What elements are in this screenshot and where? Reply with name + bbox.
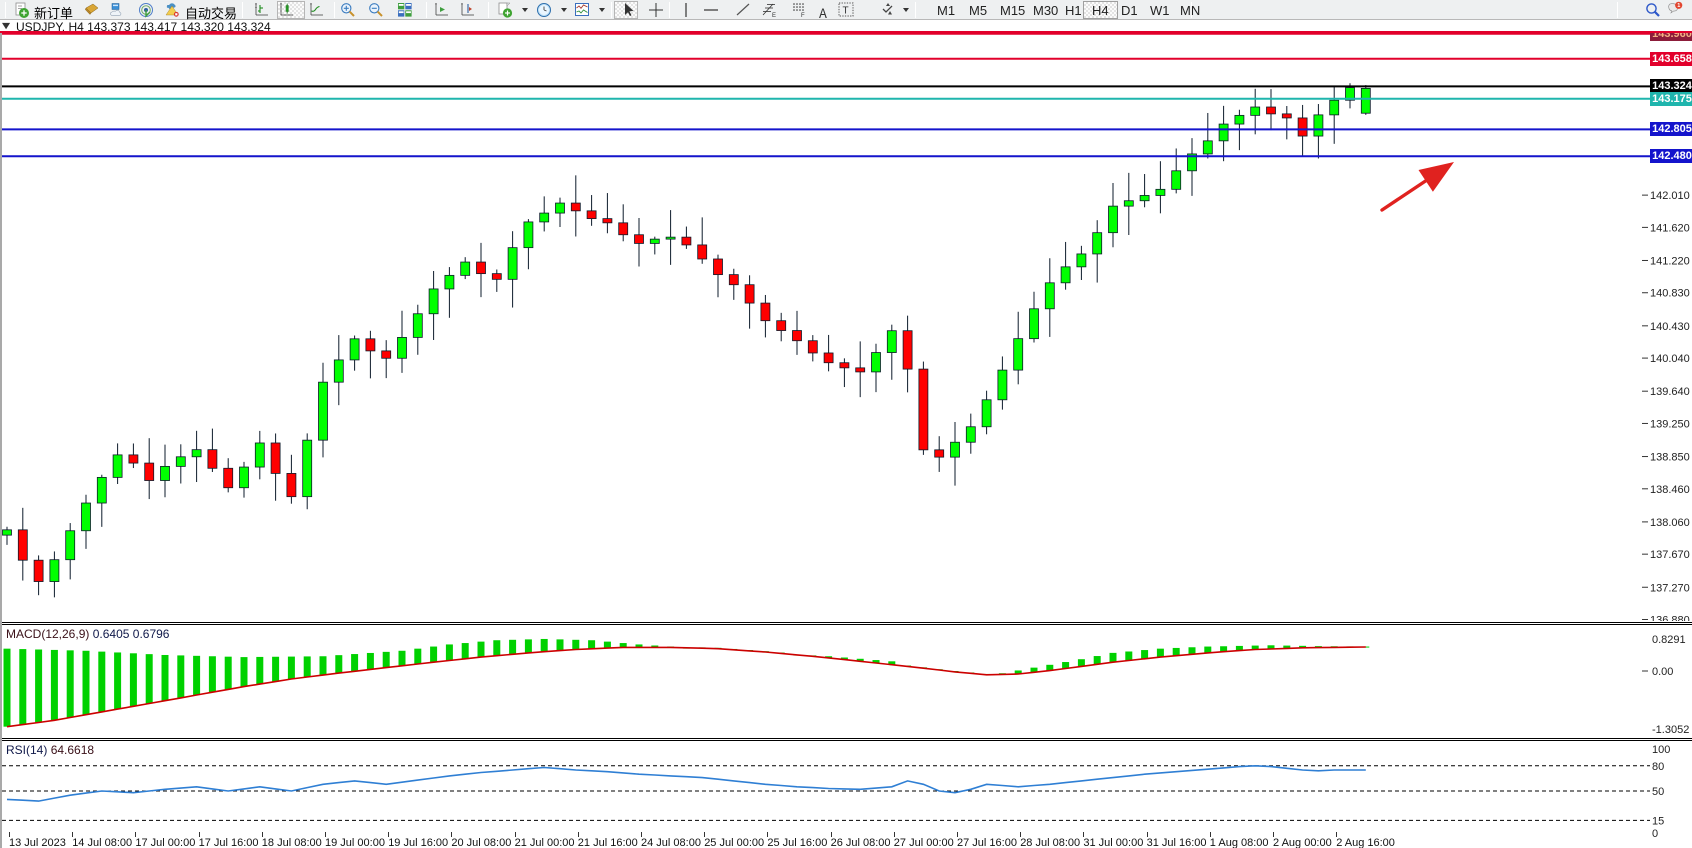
svg-text:50: 50 (1652, 786, 1664, 798)
svg-text:0.00: 0.00 (1652, 666, 1673, 678)
svg-text:141.620: 141.620 (1650, 222, 1690, 234)
svg-text:T: T (843, 6, 849, 17)
svg-text:0.8291: 0.8291 (1652, 634, 1686, 646)
svg-text:138.850: 138.850 (1650, 452, 1690, 464)
svg-text:1: 1 (1677, 3, 1680, 9)
svg-text:137.670: 137.670 (1650, 549, 1690, 561)
svg-text:F: F (801, 13, 805, 18)
svg-text:-1.3052: -1.3052 (1652, 724, 1689, 736)
svg-text:15: 15 (1652, 815, 1664, 827)
svg-text:140.830: 140.830 (1650, 288, 1690, 300)
svg-text:140.040: 140.040 (1650, 353, 1690, 365)
svg-text:140.430: 140.430 (1650, 321, 1690, 333)
svg-text:141.220: 141.220 (1650, 255, 1690, 267)
svg-text:142.010: 142.010 (1650, 190, 1690, 202)
svg-text:136.880: 136.880 (1650, 615, 1690, 621)
svg-text:137.270: 137.270 (1650, 582, 1690, 594)
svg-text:138.060: 138.060 (1650, 517, 1690, 529)
svg-text:100: 100 (1652, 744, 1670, 756)
svg-text:138.460: 138.460 (1650, 484, 1690, 496)
svg-text:E: E (772, 13, 776, 18)
svg-text:139.640: 139.640 (1650, 386, 1690, 398)
svg-text:80: 80 (1652, 761, 1664, 773)
svg-text:139.250: 139.250 (1650, 418, 1690, 430)
